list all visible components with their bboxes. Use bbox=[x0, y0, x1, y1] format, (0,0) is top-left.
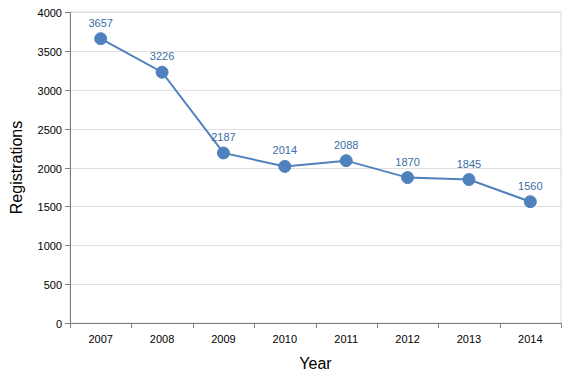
data-label: 1870 bbox=[395, 156, 419, 168]
grid-line bbox=[70, 284, 561, 285]
y-tick bbox=[65, 90, 70, 91]
x-band-tick bbox=[561, 323, 562, 328]
y-tick bbox=[65, 284, 70, 285]
y-tick-label: 1000 bbox=[38, 240, 62, 252]
y-tick-label: 4000 bbox=[38, 7, 62, 19]
data-line bbox=[101, 39, 531, 202]
y-tick bbox=[65, 206, 70, 207]
y-tick bbox=[65, 245, 70, 246]
grid-line bbox=[70, 323, 561, 324]
x-band-tick bbox=[193, 323, 194, 328]
x-band-tick bbox=[438, 323, 439, 328]
x-tick-label: 2010 bbox=[273, 333, 297, 345]
data-label: 2088 bbox=[334, 139, 358, 151]
data-label: 1845 bbox=[457, 158, 481, 170]
x-axis bbox=[70, 323, 561, 324]
data-point bbox=[524, 196, 536, 208]
y-tick bbox=[65, 12, 70, 13]
chart: 0 500 1000 1500 2000 2500 3000 3500 4000 2007 2008… bbox=[0, 0, 570, 380]
data-point bbox=[156, 66, 168, 78]
x-band-tick bbox=[70, 323, 71, 328]
marks bbox=[95, 33, 537, 208]
data-point bbox=[402, 172, 414, 184]
data-label: 2014 bbox=[273, 144, 297, 156]
y-tick bbox=[65, 323, 70, 324]
y-tick-label: 3500 bbox=[38, 46, 62, 58]
y-tick-label: 2500 bbox=[38, 124, 62, 136]
x-tick-label: 2008 bbox=[150, 333, 174, 345]
grid-line bbox=[70, 51, 561, 52]
y-tick-label: 500 bbox=[44, 279, 62, 291]
y-tick bbox=[65, 51, 70, 52]
grid-line bbox=[70, 12, 561, 13]
data-label: 3226 bbox=[150, 50, 174, 62]
x-band-tick bbox=[254, 323, 255, 328]
x-band-tick bbox=[131, 323, 132, 328]
x-axis-title: Year bbox=[299, 355, 332, 372]
data-point bbox=[340, 155, 352, 167]
plot-area bbox=[70, 12, 561, 323]
data-point bbox=[217, 147, 229, 159]
data-point bbox=[95, 33, 107, 45]
y-tick-label: 1500 bbox=[38, 201, 62, 213]
grid-line bbox=[70, 90, 561, 91]
x-band-tick bbox=[500, 323, 501, 328]
grid-line bbox=[70, 206, 561, 207]
x-tick-label: 2007 bbox=[88, 333, 112, 345]
y-tick-label: 3000 bbox=[38, 85, 62, 97]
y-tick-label: 0 bbox=[56, 318, 62, 330]
y-axis bbox=[70, 12, 71, 323]
data-label: 1560 bbox=[518, 180, 542, 192]
x-tick-label: 2013 bbox=[457, 333, 481, 345]
x-band-tick bbox=[377, 323, 378, 328]
grid-line bbox=[70, 245, 561, 246]
x-tick-label: 2012 bbox=[395, 333, 419, 345]
data-label: 2187 bbox=[211, 131, 235, 143]
grid-line bbox=[70, 129, 561, 130]
x-band-tick bbox=[316, 323, 317, 328]
x-tick-label: 2011 bbox=[334, 333, 358, 345]
y-tick-label: 2000 bbox=[38, 163, 62, 175]
data-label: 3657 bbox=[88, 17, 112, 29]
grid-line bbox=[70, 168, 561, 169]
data-point bbox=[463, 174, 475, 186]
x-tick-label: 2014 bbox=[518, 333, 542, 345]
y-axis-title: Registrations bbox=[8, 121, 25, 214]
y-tick bbox=[65, 168, 70, 169]
y-tick bbox=[65, 129, 70, 130]
x-tick-label: 2009 bbox=[211, 333, 235, 345]
data-point bbox=[279, 160, 291, 172]
